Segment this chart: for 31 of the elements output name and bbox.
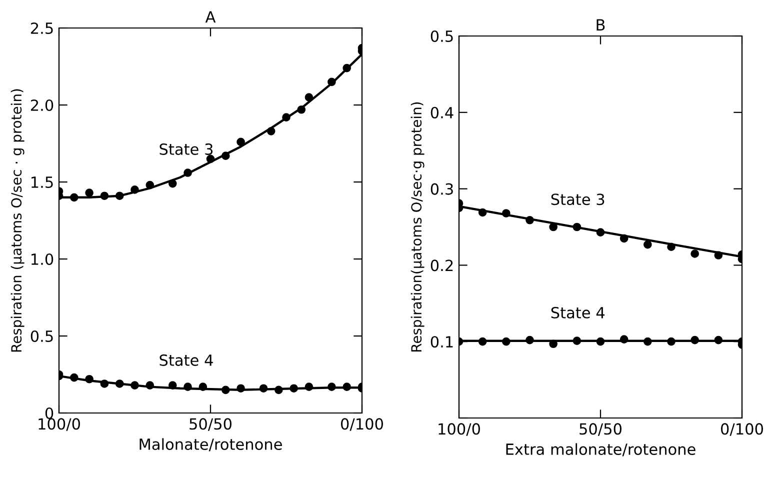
- series-label: State 4: [160, 354, 213, 366]
- y-tick-label: 1.0: [32, 253, 54, 266]
- chart-title: B: [596, 19, 605, 30]
- x-axis-title: Extra malonate/rotenone: [506, 443, 696, 456]
- y-tick-label: 1.5: [32, 176, 53, 188]
- y-tick-label: 0.1: [430, 336, 453, 348]
- series-label: State 4: [551, 306, 605, 318]
- y-tick-label: 2.5: [30, 22, 53, 34]
- x-tick-label: 100/0: [438, 423, 480, 436]
- point: [236, 138, 245, 146]
- point: [85, 188, 94, 197]
- series-label: State 3: [551, 194, 604, 206]
- x-axis-title: Malonate/rotenone: [140, 438, 282, 452]
- y-tick-label: 0.3: [430, 183, 453, 195]
- x-tick-label: 0/100: [340, 418, 383, 431]
- y-tick-label: 0.4: [430, 106, 454, 118]
- x-tick-label: 50/50: [580, 423, 622, 436]
- x-tick-label: 0/100: [720, 423, 763, 436]
- y-tick-label: 2.0: [30, 99, 54, 112]
- y-axis-title: Respiration(μatoms O/sec·g protein): [410, 102, 424, 352]
- y-tick-label: 0.5: [30, 330, 53, 342]
- point: [690, 250, 699, 258]
- series-label: State 3: [160, 143, 213, 155]
- x-tick-label: 50/50: [190, 418, 232, 431]
- point: [644, 240, 652, 249]
- y-tick-label: 0.2: [430, 260, 453, 272]
- x-tick-label: 100/0: [38, 418, 80, 431]
- y-axis-title: Respiration (μatoms O/sec · g protein): [10, 89, 24, 352]
- y-tick-label: 0: [45, 407, 54, 420]
- y-tick-label: 0.5: [430, 30, 453, 42]
- chart-title: A: [205, 11, 216, 22]
